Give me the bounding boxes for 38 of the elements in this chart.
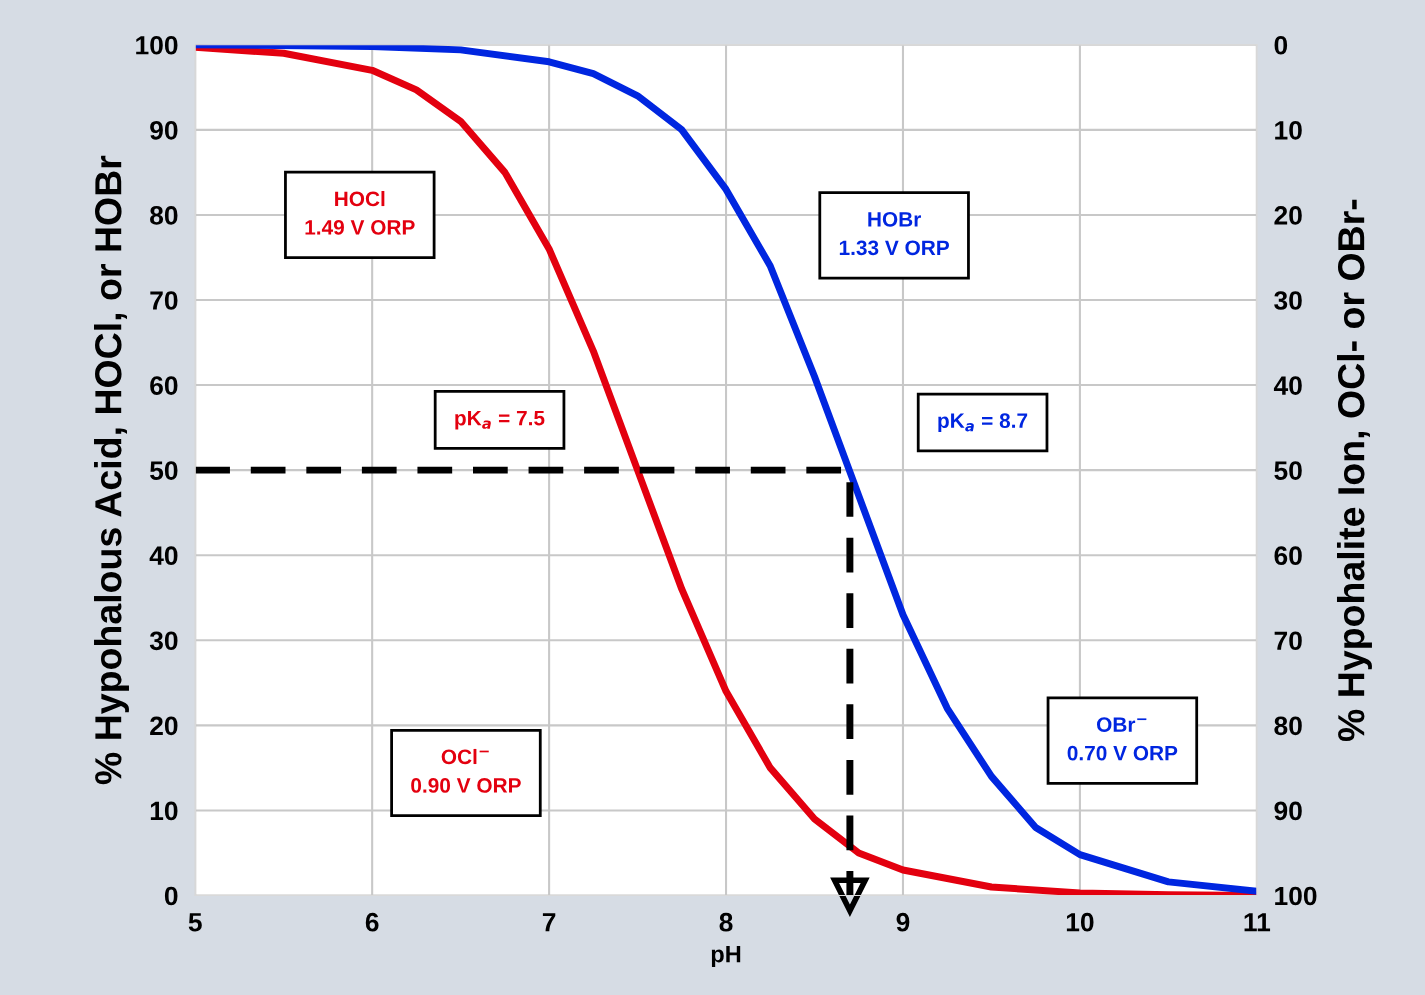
y2-tick-label: 80 <box>1274 716 1302 736</box>
text: OBr$^{−}$ 0.70 V ORP <box>1067 717 1178 761</box>
x-tick-label: 7 <box>542 913 556 932</box>
y2-tick-label: 60 <box>1274 546 1302 566</box>
y2-tick-label: 10 <box>1275 120 1302 140</box>
annotation: pK$_{a}$ = 7.5 <box>455 410 545 430</box>
y-tick-label: 10 <box>150 801 178 821</box>
y-tick-label: 60 <box>150 376 178 395</box>
y-tick-label: 100 <box>136 35 178 55</box>
y2-tick-label: 0 <box>1274 35 1288 55</box>
x-tick-label: 11 <box>1244 913 1271 932</box>
annotation: pK$_{a}$ = 8.7 <box>938 413 1028 433</box>
x-tick-label: 6 <box>365 912 379 932</box>
x-tick-label: 5 <box>188 913 202 932</box>
x-tick-label: 10 <box>1066 912 1094 932</box>
y-tick-label: 80 <box>150 206 178 225</box>
x-axis-title: pH <box>711 945 741 968</box>
text: OCl$^{−}$ 0.90 V ORP <box>411 748 521 793</box>
y-tick-label: 50 <box>150 461 178 480</box>
y2-tick-label: 50 <box>1274 461 1302 480</box>
y-tick-label: 40 <box>149 546 178 566</box>
annotation: HOCl 1.49 V ORP <box>305 190 415 235</box>
annotation: HOBr 1.33 V ORP <box>839 211 949 256</box>
y2-tick-label: 90 <box>1274 801 1302 821</box>
y2-tick-label: 20 <box>1274 206 1302 225</box>
y2-tick-label: 100 <box>1275 886 1317 906</box>
y2-tick-label: 70 <box>1274 631 1302 651</box>
y-tick-label: 30 <box>149 631 178 651</box>
x-tick-label: 9 <box>896 912 910 932</box>
y2-axis-title: % Hypohalite Ion, OCl- or OBr- <box>1336 199 1372 742</box>
x-tick-label: 8 <box>719 912 733 932</box>
y-tick-label: 90 <box>150 120 178 140</box>
y-axis-title: % Hypohalous Acid, HOCl, or HOBr <box>94 155 129 785</box>
y2-tick-label: 30 <box>1274 291 1302 310</box>
y-tick-label: 0 <box>164 886 178 906</box>
y2-tick-label: 40 <box>1273 376 1302 395</box>
y-tick-label: 70 <box>150 291 178 310</box>
y-tick-label: 20 <box>150 716 178 736</box>
